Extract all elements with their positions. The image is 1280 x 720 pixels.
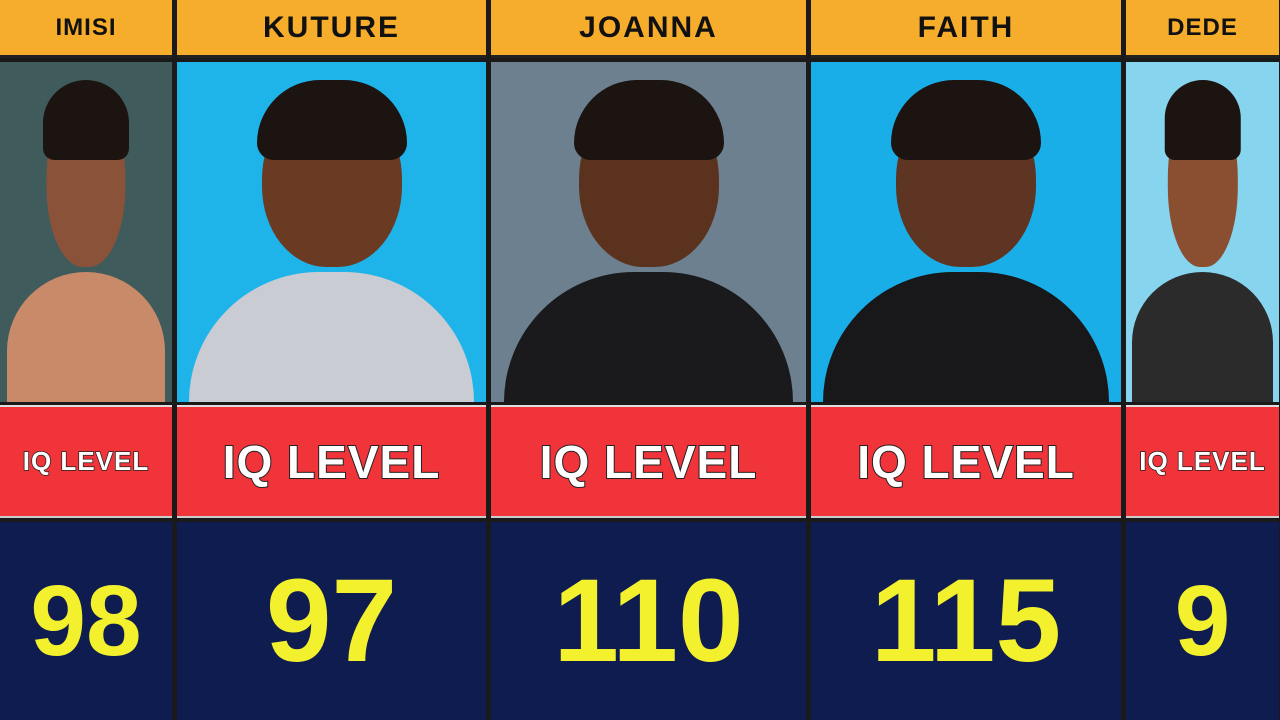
photo-hair <box>1164 80 1241 160</box>
photo-hair <box>43 80 129 160</box>
contestant-photo <box>1126 62 1279 402</box>
photo-shoulders <box>503 272 794 402</box>
iq-value: 98 <box>0 522 172 720</box>
contestant-card: DEDE IQ LEVEL 9 <box>1126 0 1279 720</box>
photo-shoulders <box>189 272 474 402</box>
iq-level-label: IQ LEVEL <box>0 405 172 518</box>
contestant-card: JOANNA IQ LEVEL 110 <box>491 0 806 720</box>
contestant-card: IMISI IQ LEVEL 98 <box>0 0 172 720</box>
iq-level-label: IQ LEVEL <box>491 405 806 518</box>
contestant-card: FAITH IQ LEVEL 115 <box>811 0 1121 720</box>
iq-value: 97 <box>177 522 486 720</box>
iq-value: 9 <box>1126 522 1279 720</box>
contestant-name: JOANNA <box>491 0 806 58</box>
photo-hair <box>573 80 724 160</box>
contestant-name: KUTURE <box>177 0 486 58</box>
contestant-photo <box>0 62 172 402</box>
contestant-photo <box>177 62 486 402</box>
iq-value: 110 <box>491 522 806 720</box>
contestant-name: IMISI <box>0 0 172 58</box>
photo-hair <box>256 80 407 160</box>
contestant-card: KUTURE IQ LEVEL 97 <box>177 0 486 720</box>
iq-value: 115 <box>811 522 1121 720</box>
iq-level-label: IQ LEVEL <box>177 405 486 518</box>
iq-level-label: IQ LEVEL <box>1126 405 1279 518</box>
contestant-name: FAITH <box>811 0 1121 58</box>
photo-shoulders <box>6 272 166 402</box>
photo-shoulders <box>823 272 1109 402</box>
photo-shoulders <box>1132 272 1273 402</box>
photo-hair <box>891 80 1041 160</box>
contestant-name: DEDE <box>1126 0 1279 58</box>
iq-level-label: IQ LEVEL <box>811 405 1121 518</box>
contestant-photo <box>491 62 806 402</box>
contestant-photo <box>811 62 1121 402</box>
